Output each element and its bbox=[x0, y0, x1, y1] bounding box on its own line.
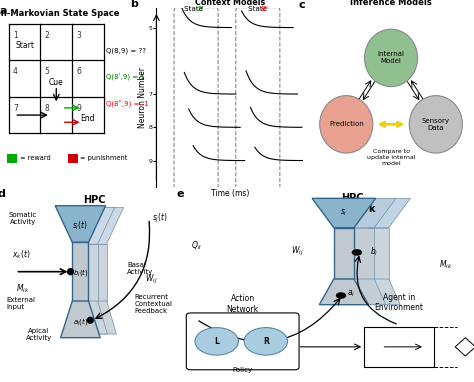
Bar bbox=[72, 242, 89, 301]
FancyBboxPatch shape bbox=[186, 313, 299, 370]
Circle shape bbox=[87, 317, 94, 324]
Text: $b_i$: $b_i$ bbox=[370, 245, 378, 258]
Polygon shape bbox=[73, 207, 124, 244]
Text: 8: 8 bbox=[45, 104, 49, 113]
Polygon shape bbox=[81, 301, 117, 334]
Polygon shape bbox=[312, 198, 376, 228]
Text: Q(8ʹ,9) = 1: Q(8ʹ,9) = 1 bbox=[107, 74, 146, 81]
Polygon shape bbox=[332, 198, 396, 228]
Bar bbox=[68, 154, 78, 163]
Text: 2: 2 bbox=[45, 31, 49, 40]
Text: Cue: Cue bbox=[49, 78, 64, 87]
Text: = reward: = reward bbox=[20, 155, 51, 162]
Circle shape bbox=[352, 249, 362, 256]
Polygon shape bbox=[319, 279, 368, 305]
Text: 4: 4 bbox=[13, 68, 18, 76]
Text: d: d bbox=[0, 189, 5, 199]
Circle shape bbox=[244, 328, 288, 355]
Text: $s_j(t)$: $s_j(t)$ bbox=[153, 212, 168, 225]
X-axis label: Time (ms): Time (ms) bbox=[211, 189, 249, 197]
Polygon shape bbox=[55, 206, 106, 242]
Text: $s_i(t)$: $s_i(t)$ bbox=[73, 220, 88, 232]
Text: a: a bbox=[0, 6, 7, 16]
Text: $M_{ik}$: $M_{ik}$ bbox=[16, 283, 29, 295]
Text: 8': 8' bbox=[197, 6, 204, 11]
Text: 8": 8" bbox=[260, 6, 268, 11]
Text: Internal
Model: Internal Model bbox=[378, 52, 404, 65]
Bar bbox=[90, 244, 107, 301]
Text: Sensory
Data: Sensory Data bbox=[422, 118, 450, 131]
Text: Recurrent
Contextual
Feedback: Recurrent Contextual Feedback bbox=[135, 294, 173, 314]
Text: b: b bbox=[130, 0, 138, 9]
Bar bbox=[334, 228, 354, 279]
Text: $s_i$: $s_i$ bbox=[340, 208, 347, 218]
Text: 6: 6 bbox=[76, 68, 81, 76]
Title: Inference Models: Inference Models bbox=[350, 0, 432, 7]
Text: HPC
Network: HPC Network bbox=[329, 193, 376, 214]
Text: R: R bbox=[263, 337, 269, 346]
Bar bbox=[8, 154, 17, 163]
Text: External
Input: External Input bbox=[7, 297, 36, 310]
Bar bbox=[354, 228, 374, 279]
Text: L: L bbox=[214, 337, 219, 346]
Text: $a_i(t)$: $a_i(t)$ bbox=[73, 316, 88, 327]
Text: Agent in
Environment: Agent in Environment bbox=[374, 293, 423, 312]
Text: $b_i(t)$: $b_i(t)$ bbox=[73, 267, 88, 278]
Text: Action
Network: Action Network bbox=[227, 295, 259, 314]
Text: HPC: HPC bbox=[83, 195, 106, 205]
Text: Apical
Activity: Apical Activity bbox=[26, 327, 52, 340]
Text: Somatic
Activity: Somatic Activity bbox=[9, 212, 37, 225]
Circle shape bbox=[319, 96, 373, 153]
Text: c: c bbox=[298, 0, 305, 10]
Text: $x_k(t)$: $x_k(t)$ bbox=[12, 248, 30, 261]
Text: $W_{ij}$: $W_{ij}$ bbox=[145, 272, 158, 286]
Text: State: State bbox=[247, 6, 269, 11]
Text: Basal
Activity: Basal Activity bbox=[127, 262, 154, 275]
Text: Prediction: Prediction bbox=[329, 121, 364, 127]
Text: $Q_{li}$: $Q_{li}$ bbox=[191, 240, 201, 252]
Text: $M_{ik}$: $M_{ik}$ bbox=[439, 258, 453, 270]
Text: Non-Markovian State Space: Non-Markovian State Space bbox=[0, 10, 120, 18]
Polygon shape bbox=[61, 301, 100, 338]
Text: 5: 5 bbox=[45, 68, 49, 76]
Circle shape bbox=[67, 268, 74, 275]
Circle shape bbox=[409, 96, 462, 153]
Circle shape bbox=[365, 29, 418, 87]
Text: 1: 1 bbox=[13, 31, 18, 40]
Text: 3: 3 bbox=[76, 31, 81, 40]
Text: Policy: Policy bbox=[233, 366, 253, 372]
Circle shape bbox=[195, 328, 238, 355]
Text: 7: 7 bbox=[13, 104, 18, 113]
Text: Start: Start bbox=[15, 41, 34, 50]
Polygon shape bbox=[455, 338, 474, 356]
Text: End: End bbox=[81, 114, 95, 123]
Polygon shape bbox=[72, 301, 108, 334]
Polygon shape bbox=[342, 279, 386, 305]
Title: History-Dependent/Temporal
Context Models: History-Dependent/Temporal Context Model… bbox=[164, 0, 295, 7]
Bar bbox=[368, 228, 389, 279]
Polygon shape bbox=[64, 207, 115, 244]
Polygon shape bbox=[347, 198, 410, 228]
Text: Q(8ʺ,9) = -1: Q(8ʺ,9) = -1 bbox=[107, 101, 149, 108]
Bar bbox=[364, 327, 434, 367]
Text: = punishment: = punishment bbox=[80, 155, 128, 162]
Bar bbox=[81, 244, 98, 301]
Text: Compare to
update internal
model: Compare to update internal model bbox=[367, 149, 415, 166]
Text: e: e bbox=[176, 189, 184, 199]
Polygon shape bbox=[357, 279, 400, 305]
Text: State: State bbox=[184, 6, 206, 11]
Y-axis label: Neuron Number: Neuron Number bbox=[138, 67, 147, 128]
Text: $W_{ij}$: $W_{ij}$ bbox=[291, 245, 303, 258]
Circle shape bbox=[336, 292, 346, 299]
Text: 9: 9 bbox=[76, 104, 81, 113]
Text: $a_i$: $a_i$ bbox=[347, 288, 355, 299]
Text: Q(8,9) = ??: Q(8,9) = ?? bbox=[107, 47, 146, 54]
